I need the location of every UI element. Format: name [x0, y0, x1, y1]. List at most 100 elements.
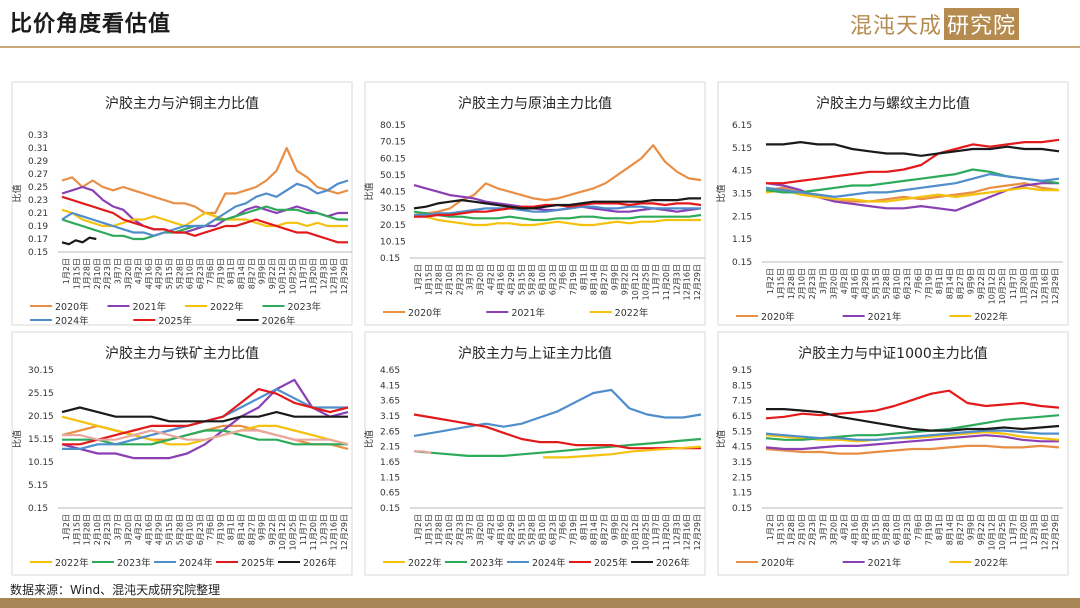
c1-legend-label: 2022年	[210, 301, 244, 313]
page-header: 比价角度看估值 混沌天成 研究院	[0, 0, 1080, 48]
c3-ytick-label: 3.15	[732, 190, 752, 200]
c2-ytick-label: 50.15	[380, 171, 406, 181]
c4-ytick-label: 0.15	[28, 504, 48, 514]
c6-ytick-label: 0.15	[732, 504, 752, 514]
c5-xtick-label: 5月28日	[528, 514, 537, 545]
c3-xtick-label: 12月3日	[1030, 268, 1039, 299]
c1-xtick-label: 3月20日	[124, 258, 133, 289]
c3-series-line	[765, 186, 1059, 203]
c2-xtick-label: 12月16日	[683, 264, 692, 300]
c5-xtick-label: 4月29日	[507, 514, 516, 545]
c1-xtick-label: 7月19日	[216, 258, 225, 289]
c4-xtick-label: 4月29日	[155, 514, 164, 545]
data-source-note: 数据来源：Wind、混沌天成研究院整理	[10, 583, 221, 597]
c1-ytick-label: 0.27	[28, 170, 48, 180]
c6-xtick-label: 4月2日	[840, 514, 849, 540]
c5-xtick-label: 4月2日	[486, 514, 495, 540]
c6-series-line	[765, 444, 1060, 455]
c5-ytick-label: 4.15	[380, 381, 400, 391]
c6-ytick-label: 6.15	[732, 412, 752, 422]
c4-ytick-label: 20.15	[28, 412, 54, 422]
c2-xtick-label: 12月29日	[693, 264, 702, 300]
c6-xtick-label: 4月29日	[861, 514, 870, 545]
c5-xtick-label: 6月23日	[548, 514, 557, 545]
c3-xtick-label: 4月29日	[861, 268, 870, 299]
c6-xtick-label: 8月1日	[935, 514, 944, 540]
c4-title: 沪胶主力与铁矿主力比值	[105, 345, 259, 362]
c5-xtick-label: 10月25日	[641, 514, 650, 550]
c6-xtick-label: 7月6日	[914, 514, 923, 540]
c1-xtick-label: 6月10日	[186, 258, 195, 289]
c3-xtick-label: 11月7日	[1009, 268, 1018, 299]
c2-xtick-label: 1月2日	[414, 264, 423, 290]
c2-xtick-label: 5月28日	[528, 264, 537, 295]
c1-xtick-label: 9月9日	[258, 258, 267, 284]
c1-ytick-label: 0.15	[28, 248, 48, 258]
c1-ytick-label: 0.25	[28, 183, 48, 193]
c2-xtick-label: 4月16日	[497, 264, 506, 295]
c4-xtick-label: 2月23日	[103, 514, 112, 545]
c5-ytick-label: 0.65	[380, 489, 400, 499]
c1-xtick-label: 1月15日	[72, 258, 81, 289]
c5-legend-label: 2024年	[532, 557, 566, 569]
c5-ytick-label: 1.65	[380, 458, 400, 468]
c3-xtick-label: 1月28日	[787, 268, 796, 299]
c2-xtick-label: 7月6日	[559, 264, 568, 290]
c6-xtick-label: 1月28日	[787, 514, 796, 545]
c5-xtick-label: 6月10日	[538, 514, 547, 545]
c5-xtick-label: 2月10日	[445, 514, 454, 545]
c4-xtick-label: 3月20日	[124, 514, 133, 545]
c4-xtick-label: 1月2日	[62, 514, 71, 540]
c6-legend-label: 2022年	[974, 557, 1008, 569]
c5-ytick-label: 2.65	[380, 427, 400, 437]
c3-legend-label: 2022年	[974, 311, 1008, 323]
c4-panel	[11, 331, 353, 576]
c4-xtick-label: 6月10日	[186, 514, 195, 545]
c6-xtick-label: 8月27日	[956, 514, 965, 545]
c3-xtick-label: 5月15日	[872, 268, 881, 299]
c3-ytick-label: 6.15	[732, 121, 752, 131]
c1-ytick-label: 0.33	[28, 131, 48, 141]
c1-xtick-label: 2月23日	[103, 258, 112, 289]
c5-xtick-label: 1月15日	[424, 514, 433, 545]
c6-xtick-label: 2月10日	[798, 514, 807, 545]
c1-ytick-label: 0.29	[28, 157, 48, 167]
c2-series-line	[414, 205, 701, 217]
c3-xtick-label: 4月2日	[840, 268, 849, 294]
c2-series-line	[413, 210, 702, 222]
c2-xtick-label: 11月7日	[652, 264, 661, 295]
c5-legend-label: 2022年	[408, 557, 442, 569]
c1-xtick-label: 10月12日	[278, 258, 287, 294]
c1-xtick-label: 4月29日	[155, 258, 164, 289]
c3-xtick-label: 4月16日	[850, 268, 859, 299]
c6-xtick-label: 1月2日	[766, 514, 775, 540]
c1-xtick-label: 7月6日	[206, 258, 215, 284]
c6-xtick-label: 5月15日	[872, 514, 881, 545]
c1-series-line	[61, 195, 348, 244]
c2-xtick-label: 3月20日	[476, 264, 485, 295]
c5-xtick-label: 12月3日	[672, 514, 681, 545]
c3-xtick-label: 1月2日	[766, 268, 775, 294]
c4-xtick-label: 9月22日	[268, 514, 277, 545]
c4-xtick-label: 8月27日	[247, 514, 256, 545]
c2-xtick-label: 8月14日	[590, 264, 599, 295]
brand-logo: 混沌天成 研究院	[850, 8, 1020, 40]
c3-xtick-label: 10月25日	[998, 268, 1007, 304]
c2-series-line	[413, 197, 701, 210]
c5-xtick-label: 12月29日	[693, 514, 702, 550]
c6-series-line	[765, 429, 1059, 441]
c1-xtick-label: 12月29日	[340, 258, 349, 294]
c5-xtick-label: 3月20日	[476, 514, 485, 545]
c4-xtick-label: 4月2日	[134, 514, 143, 540]
c3-xtick-label: 7月19日	[924, 268, 933, 299]
c3-xtick-label: 6月10日	[893, 268, 902, 299]
c2-ytick-label: 70.15	[380, 138, 406, 148]
c5-xtick-label: 7月19日	[569, 514, 578, 545]
c3-ytick-label: 1.15	[732, 235, 752, 245]
c2-ytick-label: 60.15	[380, 154, 406, 164]
c2-ylabel: 比值	[363, 182, 375, 200]
c3-xtick-label: 7月6日	[914, 268, 923, 294]
c6-series-line	[765, 389, 1060, 420]
c6-ytick-label: 4.15	[732, 443, 752, 453]
c5-series-line	[414, 450, 432, 454]
